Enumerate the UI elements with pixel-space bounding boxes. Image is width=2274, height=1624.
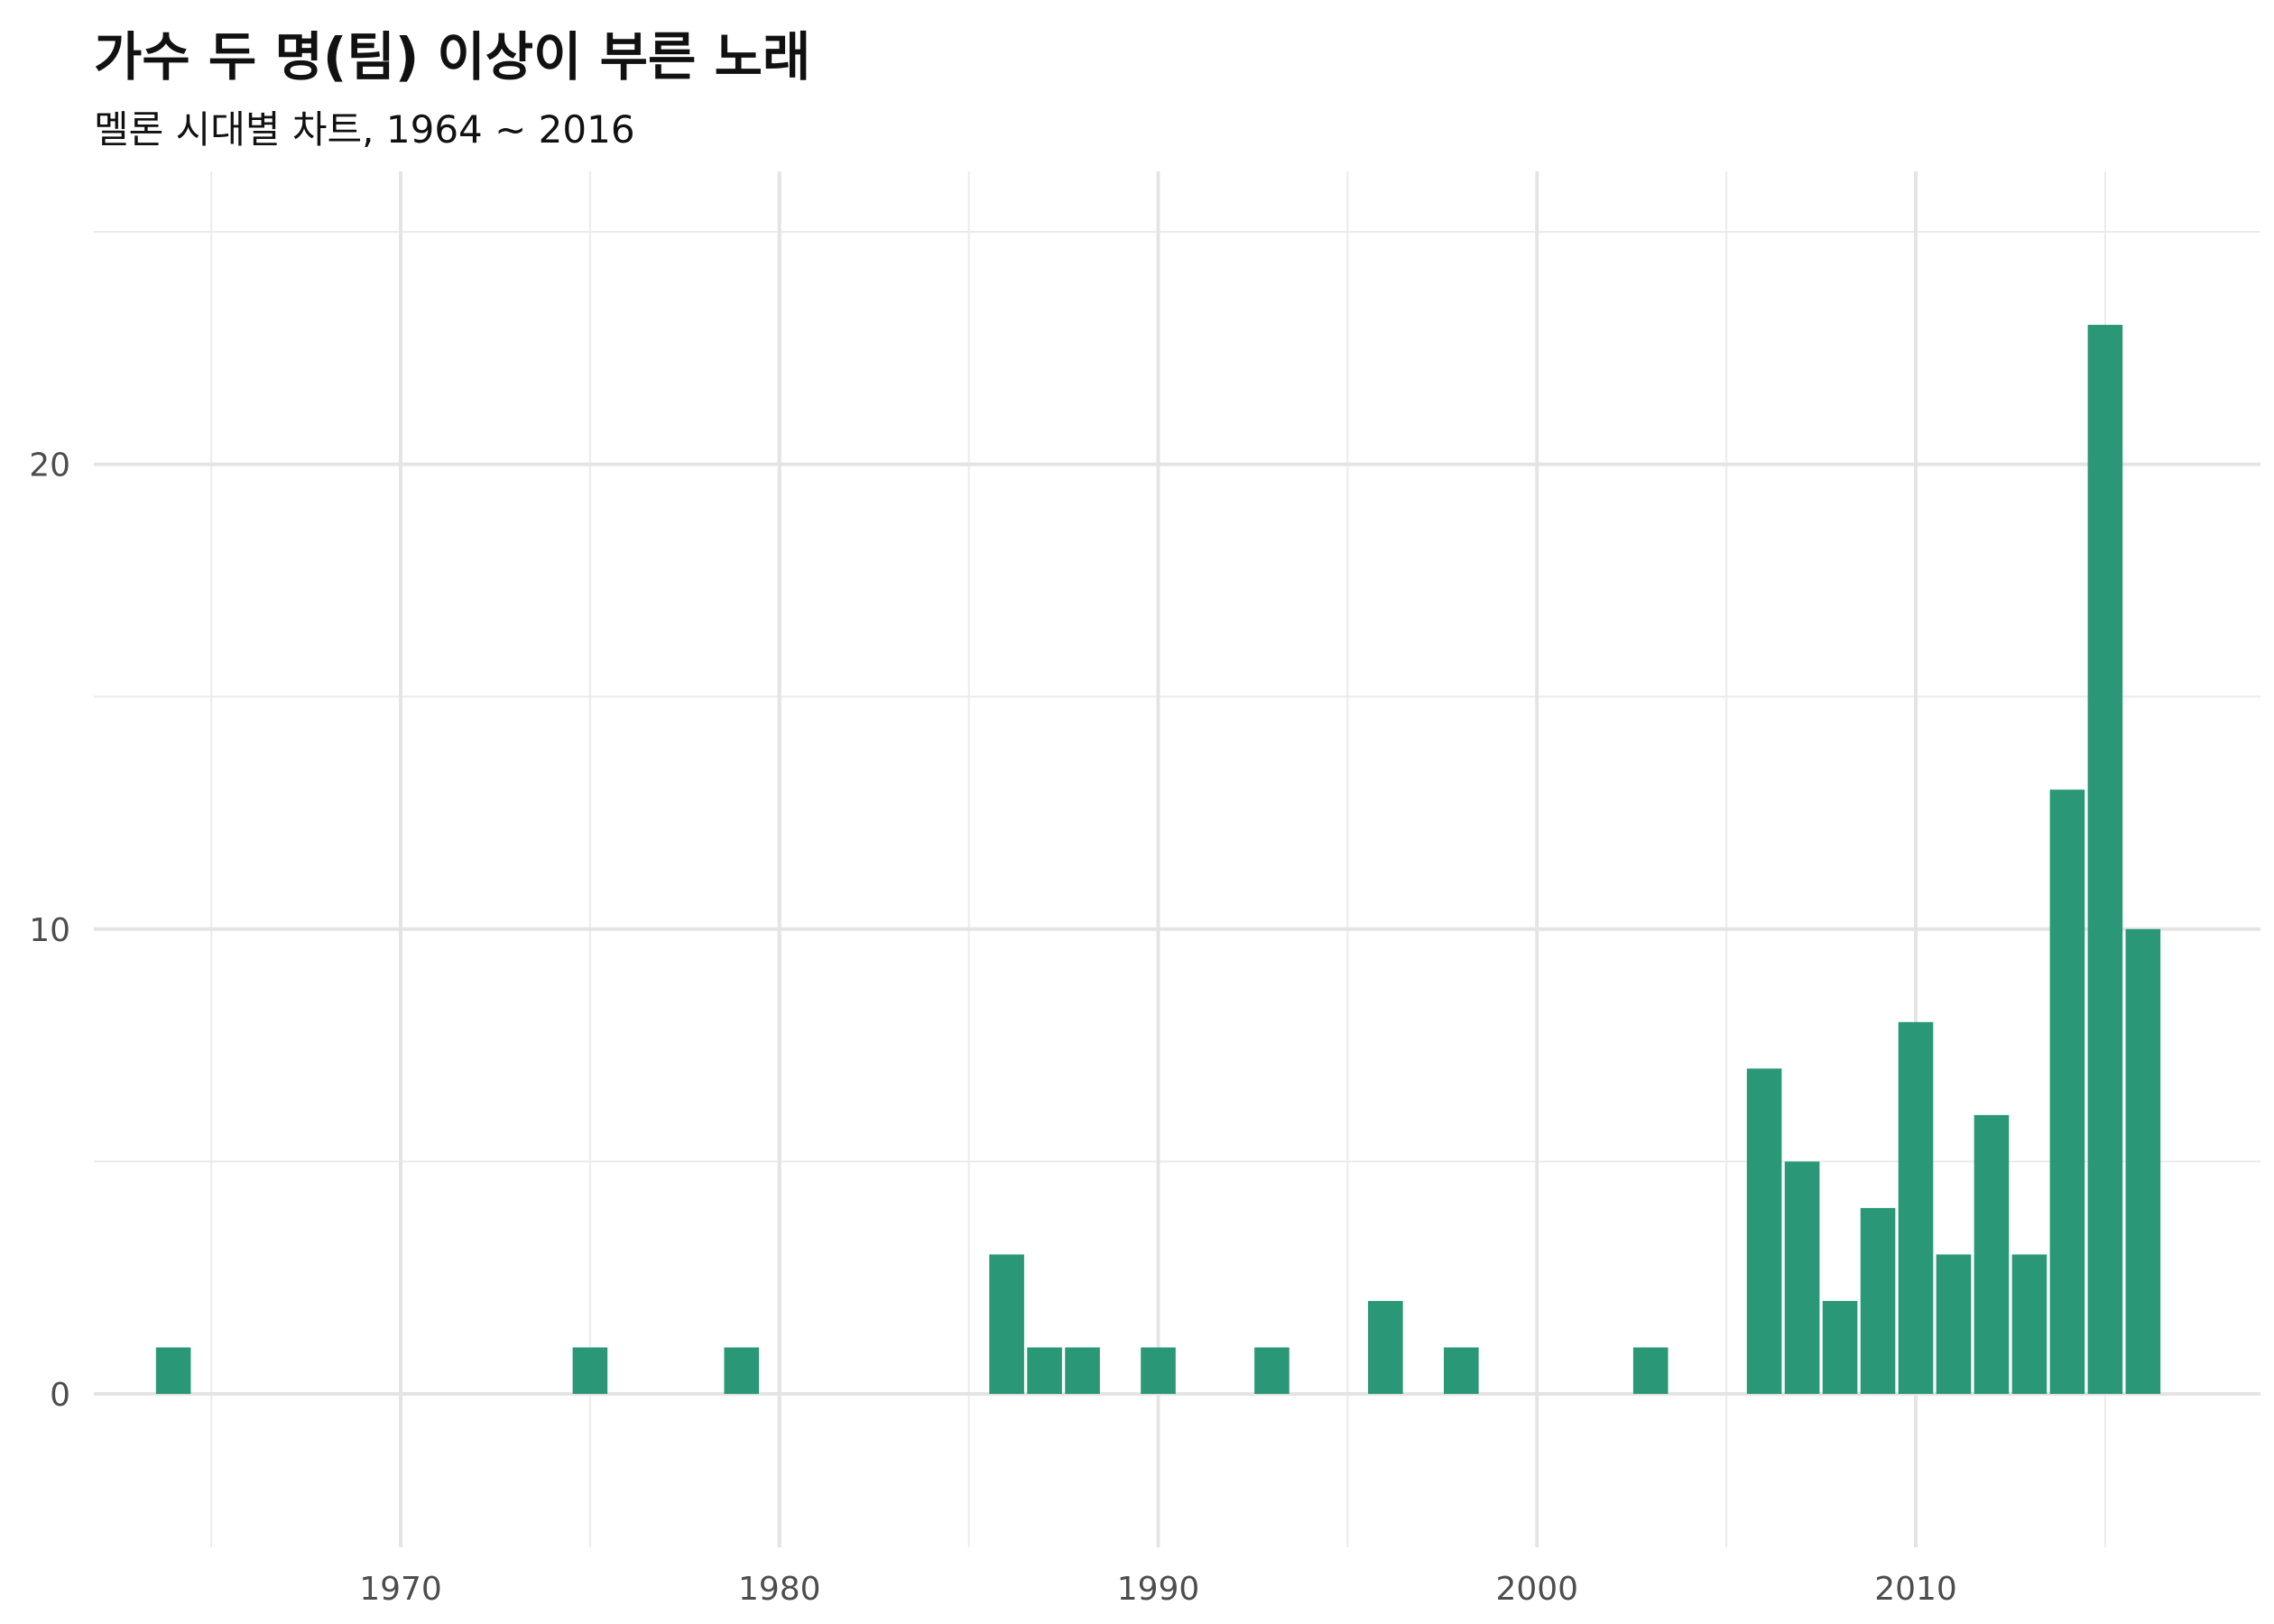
bar	[1822, 1300, 1858, 1394]
bars	[155, 325, 2161, 1394]
bar	[1784, 1161, 1820, 1394]
bar	[572, 1347, 608, 1394]
x-tick-label: 1970	[359, 1571, 442, 1608]
bar	[1632, 1347, 1669, 1394]
y-tick-label: 0	[50, 1377, 70, 1414]
chart-title: 가수 두 명(팀) 이상이 부른 노래	[94, 26, 811, 88]
x-tick-label: 1980	[738, 1571, 821, 1608]
bar	[1027, 1347, 1062, 1394]
bar	[1141, 1347, 1176, 1394]
bar	[155, 1347, 191, 1394]
x-axis-ticks: 1970 1980 1990 2000 2010	[359, 1571, 1957, 1608]
bar	[989, 1254, 1024, 1394]
x-tick-label: 2010	[1874, 1571, 1957, 1608]
y-tick-label: 20	[29, 448, 70, 484]
bar	[724, 1347, 760, 1394]
bar	[1936, 1254, 1972, 1394]
x-tick-label: 1990	[1117, 1571, 1200, 1608]
bar	[1974, 1114, 2010, 1394]
x-tick-label: 2000	[1495, 1571, 1578, 1608]
bar	[1746, 1068, 1782, 1394]
grid-lines	[94, 171, 2260, 1547]
bar	[2125, 928, 2161, 1394]
bar	[2087, 325, 2123, 1394]
y-tick-label: 10	[29, 912, 70, 949]
bar	[1444, 1347, 1479, 1394]
bar	[1860, 1207, 1896, 1394]
bar	[2049, 789, 2085, 1394]
chart-subtitle: 멜론 시대별 차트, 1964 ~ 2016	[94, 107, 635, 152]
bar	[2011, 1254, 2048, 1394]
y-axis-ticks: 0 10 20	[29, 448, 70, 1414]
bar	[1898, 1021, 1934, 1394]
bar	[1368, 1300, 1403, 1394]
bar	[1065, 1347, 1100, 1394]
bar	[1254, 1347, 1290, 1394]
